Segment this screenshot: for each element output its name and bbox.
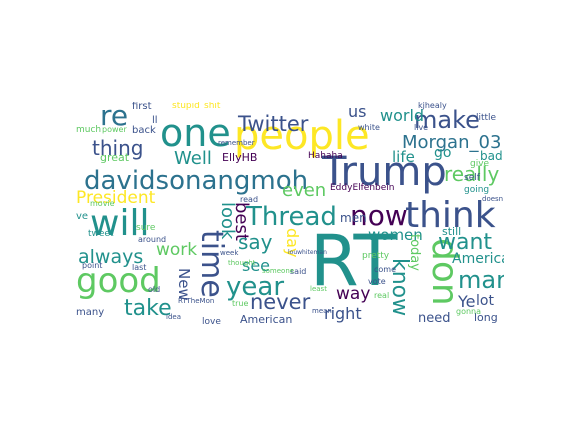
word-vote: vote	[368, 277, 386, 286]
word-make: make	[414, 106, 480, 134]
word-someone: someone	[262, 267, 295, 275]
word-twitter: Twitter	[238, 112, 309, 136]
word-america: America	[452, 251, 504, 267]
word-ellyhb: EllyHB	[222, 151, 258, 164]
word-around: around	[138, 235, 167, 244]
word-new: New	[175, 268, 193, 301]
word-last: last	[132, 263, 147, 272]
word-remember: remember	[218, 139, 255, 147]
word-life: life	[392, 148, 415, 166]
word-american: American	[240, 313, 293, 326]
word-want: want	[438, 230, 493, 255]
word-ll: ll	[152, 115, 158, 126]
word-thought: thought	[228, 259, 256, 267]
word-will: will	[90, 203, 150, 244]
word-first: first	[132, 102, 152, 112]
word-even: even	[282, 180, 327, 201]
word-don: don	[424, 238, 465, 306]
word-louwhiteman: louwhiteman	[288, 249, 327, 256]
word-true: true	[232, 299, 249, 308]
word-week: week	[220, 249, 239, 257]
word-still: still	[442, 225, 462, 238]
word-cloud: RT people Trump one think will good davi…	[72, 102, 504, 330]
word-much: much	[76, 125, 102, 135]
word-always: always	[78, 246, 144, 268]
word-mean: mean	[312, 307, 332, 315]
word-day: day	[283, 228, 302, 258]
word-live: live	[414, 123, 429, 132]
word-ve: ve	[76, 211, 89, 222]
word-great: great	[100, 151, 130, 164]
word-rt: RT	[310, 220, 397, 302]
word-world: world	[380, 106, 425, 125]
word-little: little	[476, 113, 497, 123]
word-white: white	[358, 123, 380, 132]
word-look: look	[217, 202, 238, 240]
word-rtthemon: RTTheMon	[178, 297, 215, 305]
word-thing: thing	[92, 136, 144, 160]
word-come: come	[374, 265, 397, 274]
word-men: men	[340, 211, 367, 225]
word-know: know	[387, 258, 412, 317]
word-trump: Trump	[322, 149, 447, 195]
word-doesn: doesn	[482, 195, 504, 203]
word-many: many	[76, 307, 105, 318]
word-man: man	[458, 266, 504, 294]
word-hahaha: Hahaha	[308, 151, 343, 161]
word-going: going	[464, 185, 490, 195]
word-self: self	[464, 173, 480, 183]
word-work: work	[156, 240, 198, 260]
word-think: think	[405, 195, 496, 236]
word-women: women	[368, 226, 423, 244]
word-never: never	[250, 290, 311, 314]
word-shit: shit	[204, 102, 221, 111]
word-tweet: tweet	[88, 229, 114, 239]
word-say: say	[238, 230, 273, 254]
word-go: go	[434, 145, 452, 161]
word-one: one	[160, 111, 231, 155]
word-way: way	[336, 284, 371, 304]
word-re: re	[100, 102, 129, 132]
word-pretty: pretty	[362, 251, 390, 261]
word-long: long	[474, 311, 498, 324]
word-kjhealy: kjhealy	[418, 102, 447, 110]
word-morgan: Morgan_03	[402, 132, 502, 153]
word-said: said	[290, 267, 307, 276]
word-lot: lot	[476, 293, 494, 309]
word-us: us	[348, 102, 367, 121]
word-president: President	[76, 188, 156, 208]
word-sure: sure	[136, 223, 156, 233]
word-ye: Ye	[458, 292, 476, 311]
word-see: see	[242, 256, 271, 275]
word-old: old	[148, 285, 161, 294]
word-least: least	[310, 285, 327, 293]
word-stupid: stupid	[172, 102, 200, 111]
word-good: good	[76, 261, 161, 301]
word-bad: bad	[480, 149, 503, 163]
word-give: give	[470, 159, 490, 169]
word-movie: movie	[90, 199, 115, 208]
word-idea: idea	[166, 313, 181, 321]
word-well: Well	[174, 148, 212, 169]
word-people: people	[234, 113, 370, 159]
word-gonna: gonna	[456, 307, 482, 316]
word-thread: Thread	[246, 202, 337, 232]
word-love: love	[202, 317, 221, 327]
word-eddyelfenbein: EddyElfenbein	[330, 183, 395, 193]
word-power: power	[102, 125, 127, 134]
word-right: right	[324, 304, 362, 323]
word-need: need	[418, 311, 451, 326]
word-really: really	[444, 162, 500, 186]
word-time: time	[194, 230, 229, 298]
word-best: best	[231, 202, 252, 241]
word-point: point	[82, 261, 103, 270]
word-back: back	[132, 125, 156, 136]
word-real: real	[374, 291, 390, 300]
word-today: today	[407, 234, 422, 271]
word-year: year	[226, 272, 285, 302]
word-now: now	[350, 199, 408, 232]
word-take: take	[124, 296, 172, 321]
word-davidsonangmoh: davidsonangmoh	[84, 166, 309, 196]
word-read: read	[240, 195, 259, 204]
